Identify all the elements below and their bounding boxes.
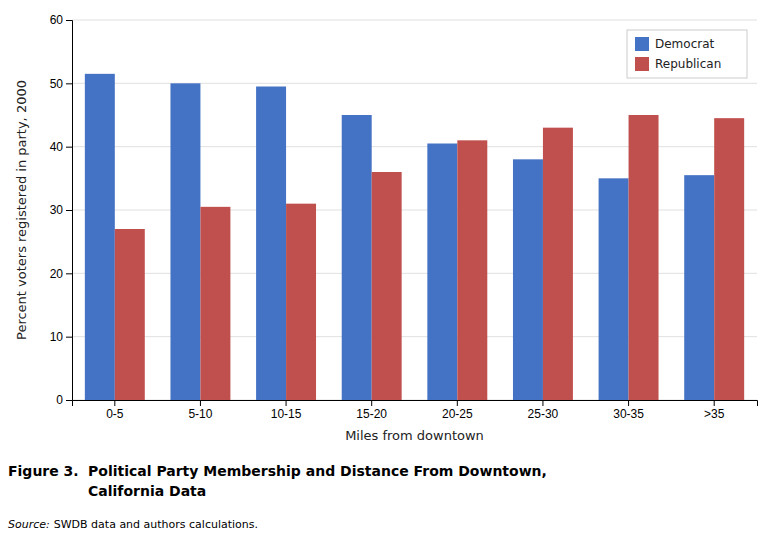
x-tick: 20-25 <box>442 400 473 421</box>
x-tick-mark <box>714 400 715 406</box>
x-axis: 0-5 5-10 10-15 15-20 20-25 25-30 30-35 >35 <box>73 400 758 421</box>
bar <box>513 159 543 400</box>
x-tick-label: 10-15 <box>271 407 302 421</box>
y-tick-mark <box>66 273 72 274</box>
x-tick: 30-35 <box>613 400 644 421</box>
y-tick: 20 <box>50 267 72 281</box>
title: Political Party Membership and Distance … <box>88 463 547 479</box>
x-tick-label: 20-25 <box>442 407 473 421</box>
legend-label: Democrat <box>655 37 715 51</box>
y-tick-label: 20 <box>50 267 64 281</box>
grid <box>72 20 757 400</box>
x-tick-mark <box>542 400 543 406</box>
y-axis-line <box>66 21 73 401</box>
x-tick-mark <box>200 400 201 406</box>
legend-item: Democrat <box>635 37 715 51</box>
x-tick-mark <box>628 400 629 406</box>
x-tick-label: 25-30 <box>528 407 559 421</box>
y-tick-label: 60 <box>50 13 64 27</box>
x-tick: 0-5 <box>106 400 124 421</box>
x-tick: 15-20 <box>356 400 387 421</box>
y-tick-mark <box>66 210 72 211</box>
y-tick: 30 <box>50 203 72 217</box>
x-tick-label: 0-5 <box>106 407 124 421</box>
y-tick: 60 <box>50 13 72 27</box>
x-tick: >35 <box>704 400 725 421</box>
y-tick-mark <box>66 147 72 148</box>
y-tick-label: 30 <box>50 203 64 217</box>
legend: Democrat Republican <box>627 30 747 78</box>
y-tick: 50 <box>50 77 72 91</box>
y-tick-mark <box>66 83 72 84</box>
y-tick: 40 <box>50 140 72 154</box>
x-tick: 10-15 <box>271 400 302 421</box>
y-tick-label: 50 <box>50 77 64 91</box>
bar <box>286 204 316 400</box>
bar <box>427 144 457 401</box>
y-tick-label: 40 <box>50 140 64 154</box>
x-tick: 5-10 <box>188 400 212 421</box>
x-axis-title: Miles from downtown <box>345 428 484 443</box>
x-tick-mark <box>457 400 458 406</box>
bar <box>170 83 200 400</box>
bar-series <box>85 74 714 400</box>
y-tick-mark <box>66 20 72 21</box>
x-tick: 25-30 <box>528 400 559 421</box>
x-tick-mark <box>114 400 115 406</box>
x-tick-label: 30-35 <box>613 407 644 421</box>
y-tick-label: 10 <box>50 330 64 344</box>
legend-item: Republican <box>635 57 721 71</box>
bar-series <box>115 115 744 400</box>
bar <box>714 118 744 400</box>
y-axis: 0 10 20 30 40 50 60 <box>50 13 73 407</box>
source-text: SWDB data and authors calculations. <box>54 518 258 531</box>
y-tick-mark <box>66 337 72 338</box>
x-tick-mark <box>371 400 372 406</box>
y-axis-title: Percent voters registered in party, 2000 <box>14 80 29 340</box>
x-axis-line <box>73 401 758 407</box>
bar <box>85 74 115 400</box>
subtitle: California Data <box>88 483 206 499</box>
bar <box>200 207 230 400</box>
y-tick: 10 <box>50 330 72 344</box>
source-label: Source: <box>8 518 50 531</box>
x-tick-mark <box>286 400 287 406</box>
bar <box>457 140 487 400</box>
bars <box>85 74 744 400</box>
bar <box>684 175 714 400</box>
grid-line <box>72 20 757 21</box>
legend-swatch <box>635 37 649 51</box>
legend-swatch <box>635 57 649 71</box>
bar <box>256 87 286 401</box>
y-tick-label: 0 <box>56 393 63 407</box>
bar <box>543 128 573 400</box>
x-tick-label: >35 <box>704 407 725 421</box>
bar <box>115 229 145 400</box>
bar <box>599 178 629 400</box>
bar <box>372 172 402 400</box>
plot-area: 0-5 5-10 10-15 15-20 20-25 25-30 30-35 >35 0 10 20… <box>14 13 758 443</box>
chart-svg: 0-5 5-10 10-15 15-20 20-25 25-30 30-35 >35 0 10 20… <box>0 0 777 542</box>
x-tick-label: 15-20 <box>356 407 387 421</box>
bar <box>629 115 659 400</box>
y-tick-mark <box>66 400 72 401</box>
x-tick-label: 5-10 <box>188 407 212 421</box>
legend-label: Republican <box>655 57 721 71</box>
bar <box>342 115 372 400</box>
caption-label: Figure 3. <box>8 463 79 479</box>
legend-frame <box>627 30 747 78</box>
y-tick: 0 <box>56 393 72 407</box>
